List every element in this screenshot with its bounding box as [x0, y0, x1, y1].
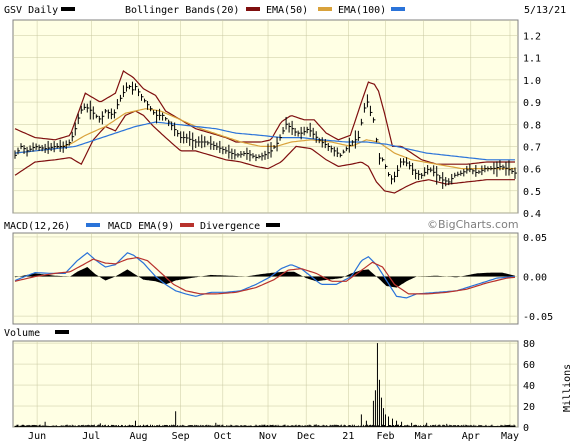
- chart-header: GSV Daily Bollinger Bands(20) EMA(50) EM…: [4, 5, 566, 16]
- price-y-tick: 1.1: [523, 54, 541, 65]
- title-swatch: [61, 7, 75, 11]
- volume-y-tick: 60: [523, 360, 535, 371]
- price-y-tick: 0.6: [523, 165, 541, 176]
- x-axis: Jun Jul Aug Sep Oct Nov Dec 21 Feb Mar Apr May: [28, 431, 519, 442]
- x-tick-label: Mar: [415, 431, 433, 442]
- series-ema-50: [14, 108, 515, 170]
- price-y-tick: 0.5: [523, 187, 541, 198]
- legend-ema50-swatch: [318, 7, 332, 11]
- price-y-axis: 0.4 0.5 0.6 0.7 0.8 0.9 1.0 1.1 1.2: [523, 32, 541, 220]
- volume-y-tick: 80: [523, 339, 535, 350]
- price-y-tick: 0.8: [523, 120, 541, 131]
- volume-axis-label: Millions: [562, 364, 573, 412]
- divergence-area: [15, 267, 515, 288]
- x-tick-label: May: [501, 431, 519, 442]
- volume-y-tick: 20: [523, 402, 535, 413]
- legend-ema50: EMA(50): [266, 5, 308, 16]
- volume-y-tick: 40: [523, 381, 535, 392]
- macd-legend-label: MACD(12,26): [4, 221, 70, 232]
- x-tick-label: Aug: [129, 431, 147, 442]
- macd-y-tick: -0.05: [523, 312, 553, 323]
- x-tick-label: Feb: [376, 431, 394, 442]
- macd-ema-legend-label: MACD EMA(9): [108, 221, 174, 232]
- macd-ema-legend-swatch: [180, 223, 194, 227]
- volume-y-tick: 0: [523, 423, 529, 434]
- x-tick-label: Sep: [172, 431, 190, 442]
- price-y-tick: 1.0: [523, 76, 541, 87]
- price-y-tick: 1.2: [523, 32, 541, 43]
- legend-ema100: EMA(100): [338, 5, 386, 16]
- macd-y-axis: -0.05 0.00 0.05: [523, 233, 553, 323]
- x-tick-label: Jun: [28, 431, 46, 442]
- volume-panel: Volume 0 20 40 60 80 Millions: [4, 328, 573, 434]
- price-y-tick: 0.4: [523, 209, 541, 220]
- volume-y-axis: 0 20 40 60 80: [523, 339, 535, 434]
- macd-panel: MACD(12,26) MACD EMA(9) Divergence ©BigC…: [4, 218, 553, 325]
- price-bars: [14, 81, 517, 189]
- series-macd-ema-9-: [14, 256, 516, 295]
- volume-bars: [14, 343, 516, 427]
- series-ema-100: [14, 121, 515, 161]
- price-panel: 0.4 0.5 0.6 0.7 0.8 0.9 1.0 1.1 1.2: [12, 19, 541, 220]
- volume-panel-bg: [12, 340, 519, 428]
- legend-ema100-swatch: [391, 7, 405, 11]
- x-tick-label: Oct: [214, 431, 232, 442]
- macd-legend-swatch: [86, 223, 100, 227]
- watermark: ©BigCharts.com: [427, 218, 519, 231]
- price-grid: [13, 20, 518, 214]
- x-tick-label: Nov: [259, 431, 277, 442]
- divergence-legend-swatch: [266, 223, 280, 227]
- legend-bollinger: Bollinger Bands(20): [125, 5, 239, 16]
- series-bollinger-lower: [14, 110, 515, 194]
- macd-y-tick: 0.00: [523, 273, 547, 284]
- divergence-legend-label: Divergence: [200, 221, 260, 232]
- header-date: 5/13/21: [524, 5, 566, 16]
- macd-panel-bg: [12, 232, 519, 325]
- price-series: [14, 70, 515, 194]
- x-tick-label: Dec: [297, 431, 315, 442]
- x-tick-label: Apr: [462, 431, 480, 442]
- ticker-title: GSV Daily: [4, 5, 58, 16]
- x-tick-label: Jul: [82, 431, 100, 442]
- series-macd-12-26-: [14, 252, 516, 299]
- macd-divergence: [15, 267, 515, 288]
- volume-legend-label: Volume: [4, 328, 40, 339]
- volume-legend-swatch: [55, 330, 69, 334]
- price-y-tick: 0.9: [523, 98, 541, 109]
- macd-series: [14, 252, 516, 299]
- legend-bollinger-swatch: [246, 7, 260, 11]
- macd-y-tick: 0.05: [523, 233, 547, 244]
- price-y-tick: 0.7: [523, 142, 541, 153]
- x-tick-label: 21: [342, 431, 354, 442]
